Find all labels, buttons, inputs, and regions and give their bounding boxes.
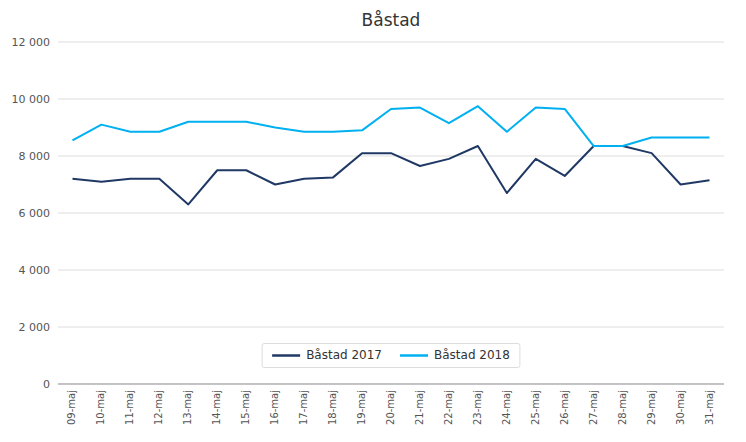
legend-box [262,344,520,368]
x-tick-label: 12-maj [153,390,164,425]
x-tick-label: 14-maj [211,390,222,425]
x-tick-label: 30-maj [675,390,686,425]
x-tick-label: 31-maj [704,390,715,425]
x-tick-label: 23-maj [472,390,483,425]
x-tick-label: 09-maj [66,390,77,425]
y-tick-label: 4 000 [19,264,51,277]
x-tick-label: 10-maj [95,390,106,425]
x-tick-label: 19-maj [356,390,367,425]
x-tick-label: 29-maj [646,390,657,425]
y-tick-label: 10 000 [12,93,51,106]
x-tick-label: 21-maj [414,390,425,425]
x-tick-label: 27-maj [588,390,599,425]
x-tick-label: 13-maj [182,390,193,425]
y-axis: 0 2 000 4 000 6 000 8 000 10 000 12 000 [12,36,725,391]
x-tick-label: 11-maj [124,390,135,425]
legend-label: Båstad 2018 [434,348,510,362]
x-tick-label: 24-maj [501,390,512,425]
legend-swatch [272,354,300,357]
title: Båstad [362,10,421,30]
grid-line [58,384,724,385]
y-tick-label: 6 000 [19,207,51,220]
x-tick-label: 17-maj [298,390,309,425]
chart: Båstad02 0004 0006 0008 00010 00012 0000… [0,0,746,442]
lines [72,106,709,204]
y-tick-label: 0 [43,378,50,391]
grid-line [58,327,724,328]
grid-line [58,42,724,43]
grid-line [58,213,724,214]
legend-label: Båstad 2017 [306,348,382,362]
x-tick-label: 28-maj [617,390,628,425]
y-tick-label: 8 000 [19,150,51,163]
x-axis-line [58,384,724,385]
grid-line [58,156,724,157]
grid-line [58,270,724,271]
chart-container: Båstad02 0004 0006 0008 00010 00012 0000… [0,0,746,442]
series-line [72,106,709,146]
x-axis: 09-maj 10-maj 11-maj 12-maj 13-maj 14-maj 15-m… [66,390,714,425]
y-tick-label: 12 000 [12,36,51,49]
grid-line [58,99,724,100]
legend: Båstad 2017 Båstad 2018 [262,344,520,368]
x-tick-label: 25-maj [530,390,541,425]
x-tick-label: 20-maj [385,390,396,425]
x-tick-label: 15-maj [240,390,251,425]
x-tick-label: 26-maj [559,390,570,425]
x-tick-label: 16-maj [269,390,280,425]
y-tick-label: 2 000 [19,321,51,334]
legend-swatch [400,354,428,357]
x-tick-label: 22-maj [443,390,454,425]
series-line [72,146,709,204]
x-tick-label: 18-maj [327,390,338,425]
